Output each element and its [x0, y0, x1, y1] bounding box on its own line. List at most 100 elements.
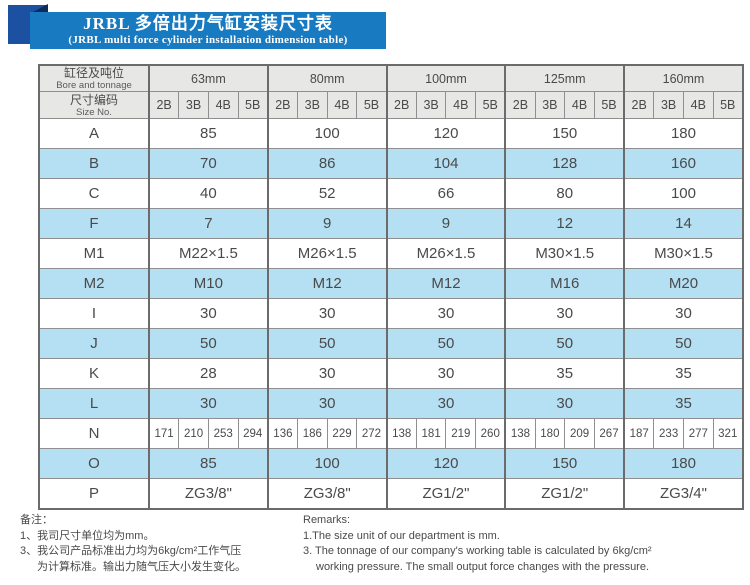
- dimension-value: ZG3/8": [266, 478, 388, 509]
- table-row-B: B 70 86 104 128 160: [38, 148, 744, 179]
- bore-size-header: 125mm: [504, 64, 625, 92]
- dimension-value: 12: [504, 208, 625, 239]
- remarks-title-cn: 备注：: [20, 514, 53, 526]
- table-row-A: A 85 100 120 150 180: [38, 118, 744, 149]
- dimension-value: 171: [148, 418, 180, 449]
- table-row-F: F 7 9 9 12 14: [38, 208, 744, 239]
- remarks-english: Remarks: 1.The size unit of our departme…: [303, 513, 652, 575]
- dimension-value: M20: [623, 268, 744, 299]
- remark-en-line3a: 3. The tonnage of our company's working …: [303, 545, 652, 557]
- size-code-header: 5B: [237, 91, 269, 119]
- dimension-value: 50: [148, 328, 269, 359]
- dimension-value: 30: [504, 388, 625, 419]
- dimension-value: 294: [237, 418, 269, 449]
- dimension-value: 187: [623, 418, 655, 449]
- size-code-header: 2B: [385, 91, 417, 119]
- dimension-value: 50: [623, 328, 744, 359]
- size-no-label-cn: 尺寸编码: [69, 92, 118, 107]
- dimension-value: 66: [385, 178, 506, 209]
- dimension-value: 70: [148, 148, 269, 179]
- size-code-header: 5B: [356, 91, 388, 119]
- size-code-header: 5B: [475, 91, 506, 119]
- dimension-value: 30: [385, 298, 506, 329]
- dimension-value: 7: [148, 208, 269, 239]
- remark-cn-line3a: 3、我公司产品标准出力均为6kg/cm²工作气压: [20, 545, 242, 557]
- dimension-value: 100: [623, 178, 744, 209]
- dimension-value: M12: [385, 268, 506, 299]
- row-label: P: [38, 478, 150, 509]
- table-row-C: C 40 52 66 80 100: [38, 178, 744, 209]
- dimension-value: 219: [445, 418, 477, 449]
- table-row-M1: M1 M22×1.5 M26×1.5 M26×1.5 M30×1.5 M30×1.5: [38, 238, 744, 269]
- table-row-N: N 171 210 253 294 136 186 229 272 138 181 219 260 138…: [38, 418, 744, 449]
- size-code-header: 2B: [504, 91, 536, 119]
- dimension-value: M12: [266, 268, 388, 299]
- dimension-value: 9: [385, 208, 506, 239]
- dimension-value: M30×1.5: [504, 238, 625, 269]
- dimension-value: M10: [148, 268, 269, 299]
- row-label: M2: [38, 268, 150, 299]
- dimension-value: 30: [385, 358, 506, 389]
- dimension-value: 30: [148, 388, 269, 419]
- remark-cn-line1: 1、我司尺寸单位均为mm。: [20, 529, 155, 542]
- dimension-value: 86: [266, 148, 388, 179]
- size-code-header: 2B: [266, 91, 298, 119]
- dimension-value: 209: [564, 418, 595, 449]
- row-label: L: [38, 388, 150, 419]
- remark-en-line3b: working pressure. The small output force…: [316, 560, 650, 573]
- dimension-value: 50: [266, 328, 388, 359]
- dimension-value: 30: [266, 298, 388, 329]
- table-row-P: P ZG3/8" ZG3/8" ZG1/2" ZG1/2" ZG3/4": [38, 478, 744, 509]
- dimension-value: 181: [415, 418, 447, 449]
- dimension-value: 30: [266, 358, 388, 389]
- dimension-value: 52: [266, 178, 388, 209]
- remarks-title-en: Remarks:: [303, 514, 351, 526]
- table-row-K: K 28 30 30 35 35: [38, 358, 744, 389]
- size-code-header: 2B: [623, 91, 655, 119]
- dimension-value: 50: [504, 328, 625, 359]
- dimension-value: 9: [266, 208, 388, 239]
- page-title-english: (JRBL multi force cylinder installation …: [68, 34, 348, 46]
- dimension-value: 80: [504, 178, 625, 209]
- bore-size-header: 160mm: [623, 64, 744, 92]
- size-code-header: 5B: [593, 91, 625, 119]
- dimension-value: 100: [266, 448, 388, 479]
- dimension-value: ZG1/2": [504, 478, 625, 509]
- dimension-value: 136: [266, 418, 298, 449]
- dimension-value: ZG1/2": [385, 478, 506, 509]
- dimension-value: M22×1.5: [148, 238, 269, 269]
- size-code-header: 5B: [712, 91, 744, 119]
- dimension-value: 28: [148, 358, 269, 389]
- dimension-value: 35: [623, 388, 744, 419]
- dimension-value: 233: [653, 418, 684, 449]
- dimension-value: 260: [475, 418, 506, 449]
- size-code-header: 3B: [534, 91, 566, 119]
- bore-size-header: 63mm: [148, 64, 269, 92]
- table-row-J: J 50 50 50 50 50: [38, 328, 744, 359]
- row-label: O: [38, 448, 150, 479]
- dimension-value: 35: [504, 358, 625, 389]
- dimension-value: 85: [148, 448, 269, 479]
- dimension-value: ZG3/4": [623, 478, 744, 509]
- size-code-header: 3B: [415, 91, 447, 119]
- dimension-value: 85: [148, 118, 269, 149]
- dimension-value: M16: [504, 268, 625, 299]
- title-banner: JRBL 多倍出力气缸安装尺寸表 (JRBL multi force cylin…: [30, 12, 386, 49]
- dimension-value: 120: [385, 118, 506, 149]
- table-row-O: O 85 100 120 150 180: [38, 448, 744, 479]
- dimension-value: 253: [207, 418, 239, 449]
- remark-en-line1: 1.The size unit of our department is mm.: [303, 529, 500, 542]
- dimension-value: 186: [296, 418, 328, 449]
- size-code-header-row: 尺寸编码 Size No. 2B 3B 4B 5B 2B 3B 4B 5B 2B 3B 4B 5B 2B…: [38, 91, 744, 119]
- dimension-value: 150: [504, 448, 625, 479]
- bore-size-header-row: 缸径及吨位 Bore and tonnage 63mm 80mm 100mm 125m…: [38, 64, 744, 92]
- dimension-value: 321: [712, 418, 744, 449]
- row-label: I: [38, 298, 150, 329]
- row-label: A: [38, 118, 150, 149]
- dimension-value: 160: [623, 148, 744, 179]
- dimension-value: 267: [593, 418, 625, 449]
- size-code-header: 4B: [207, 91, 239, 119]
- page-title-chinese: JRBL 多倍出力气缸安装尺寸表: [83, 14, 333, 33]
- dimension-value: 180: [623, 118, 744, 149]
